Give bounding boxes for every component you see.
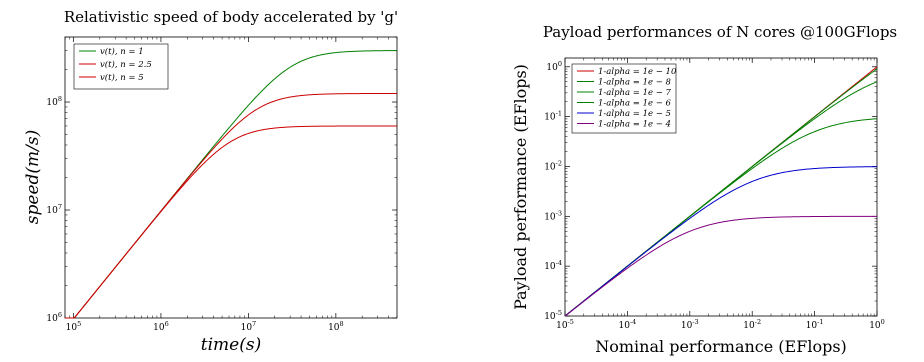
right-legend: 1-alpha = 1e − 101-alpha = 1e − 81-alpha… xyxy=(571,63,677,134)
x-tick-label: 107 xyxy=(241,320,257,333)
legend-entry-0: 1-alpha = 1e − 10 xyxy=(598,67,677,77)
x-tick-label: 10-4 xyxy=(619,318,637,331)
right-axis-ticks: 10-5 10-4 10-3 10-2 10-1 100 10-5 10-4 10-3 10-2 1… xyxy=(544,58,885,331)
y-tick-label: 10-1 xyxy=(544,110,562,123)
left-chart: Relativistic speed of body accelerated b… xyxy=(23,8,398,355)
legend-entry-1: v(t), n = 2.5 xyxy=(100,59,152,70)
legend-entry-0: v(t), n = 1 xyxy=(100,46,144,57)
y-tick-label: 100 xyxy=(546,60,562,73)
legend-entry-2: 1-alpha = 1e − 7 xyxy=(598,88,672,98)
right-chart-title: Payload performances of N cores @100GFlo… xyxy=(543,23,897,41)
y-tick-label: 10-5 xyxy=(544,309,562,322)
x-tick-label: 10-5 xyxy=(556,318,574,331)
y-tick-label: 10-4 xyxy=(544,259,562,272)
left-chart-title: Relativistic speed of body accelerated b… xyxy=(64,8,398,26)
x-tick-label: 108 xyxy=(328,320,344,333)
y-tick-label: 107 xyxy=(46,203,62,216)
legend-entry-1: 1-alpha = 1e − 8 xyxy=(598,78,672,88)
right-xlabel: Nominal performance (EFlops) xyxy=(595,337,847,356)
right-chart: Payload performances of N cores @100GFlo… xyxy=(511,23,897,356)
y-tick-label: 108 xyxy=(46,95,62,108)
y-tick-label: 10-3 xyxy=(544,209,562,222)
x-tick-label: 10-1 xyxy=(806,318,824,331)
y-tick-label: 106 xyxy=(46,311,62,324)
x-tick-label: 100 xyxy=(869,318,885,331)
legend-entry-2: v(t), n = 5 xyxy=(100,72,144,83)
x-tick-label: 10-3 xyxy=(681,318,699,331)
series-line-4 xyxy=(564,166,878,317)
right-series-lines xyxy=(564,66,878,317)
legend-entry-3: 1-alpha = 1e − 6 xyxy=(598,99,672,109)
series-line-0 xyxy=(65,50,398,319)
series-line-5 xyxy=(564,215,877,317)
y-tick-label: 10-2 xyxy=(544,159,562,172)
x-tick-label: 10-2 xyxy=(743,318,761,331)
left-axis-ticks: 105 106 107 108 106 107 108 xyxy=(46,36,398,333)
series-line-3 xyxy=(564,118,878,317)
x-tick-label: 105 xyxy=(66,320,82,333)
legend-entry-5: 1-alpha = 1e − 4 xyxy=(598,120,671,130)
legend-box xyxy=(571,63,677,134)
series-line-2 xyxy=(65,125,397,319)
left-legend: v(t), n = 1 v(t), n = 2.5 v(t), n = 5 xyxy=(73,43,169,90)
right-plot-frame xyxy=(564,57,878,317)
legend-entry-4: 1-alpha = 1e − 5 xyxy=(598,109,671,119)
right-ylabel: Payload performance (EFlops) xyxy=(511,64,530,310)
x-tick-label: 106 xyxy=(153,320,169,333)
left-xlabel: time(s) xyxy=(201,335,261,355)
left-series-lines xyxy=(65,50,398,319)
series-line-1 xyxy=(65,92,397,319)
left-ylabel: speed(m/s) xyxy=(23,130,43,224)
